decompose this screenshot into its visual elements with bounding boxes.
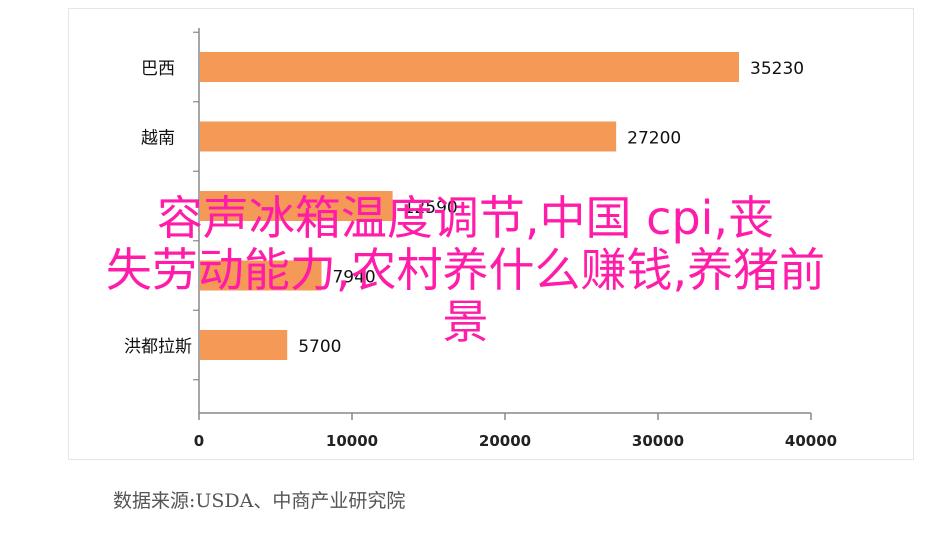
bar [200,52,740,82]
x-tick-label: 40000 [785,432,837,450]
overlay-caption: 容声冰箱温度调节,中国 cpi,丧 失劳动能力,农村养什么赚钱,养猪前 景 [0,192,931,348]
bar [200,260,322,291]
bar [200,121,617,152]
source-note: 数据来源:USDA、中商产业研究院 [113,490,406,512]
x-tick-label: 30000 [632,432,684,450]
bar [200,191,393,221]
x-tick-label: 0 [194,432,204,450]
overlay-line-3: 景 [442,295,489,349]
bar [200,330,288,360]
value-label: 7940 [332,268,375,288]
value-label: 12590 [404,198,458,218]
chart-frame [68,8,914,460]
overlay-line-1: 容声冰箱温度调节,中国 cpi,丧 [156,191,775,245]
axis-layer: 0 10000 20000 30000 40000 [193,28,837,450]
bars-layer [200,52,740,360]
value-label: 5700 [298,337,341,357]
x-tick-label: 10000 [326,432,378,450]
value-label: 27200 [627,129,681,149]
category-label: 越南 [141,129,175,149]
category-label: 洪都拉斯 [124,337,192,357]
x-tick-label: 20000 [479,432,531,450]
overlay-line-2: 失劳动能力,农村养什么赚钱,养猪前 [105,243,826,297]
value-label: 35230 [750,59,804,79]
labels-layer: 35230 巴西 27200 越南 12590 7940 5700 洪都拉斯 [124,59,804,357]
category-label: 巴西 [141,59,175,79]
